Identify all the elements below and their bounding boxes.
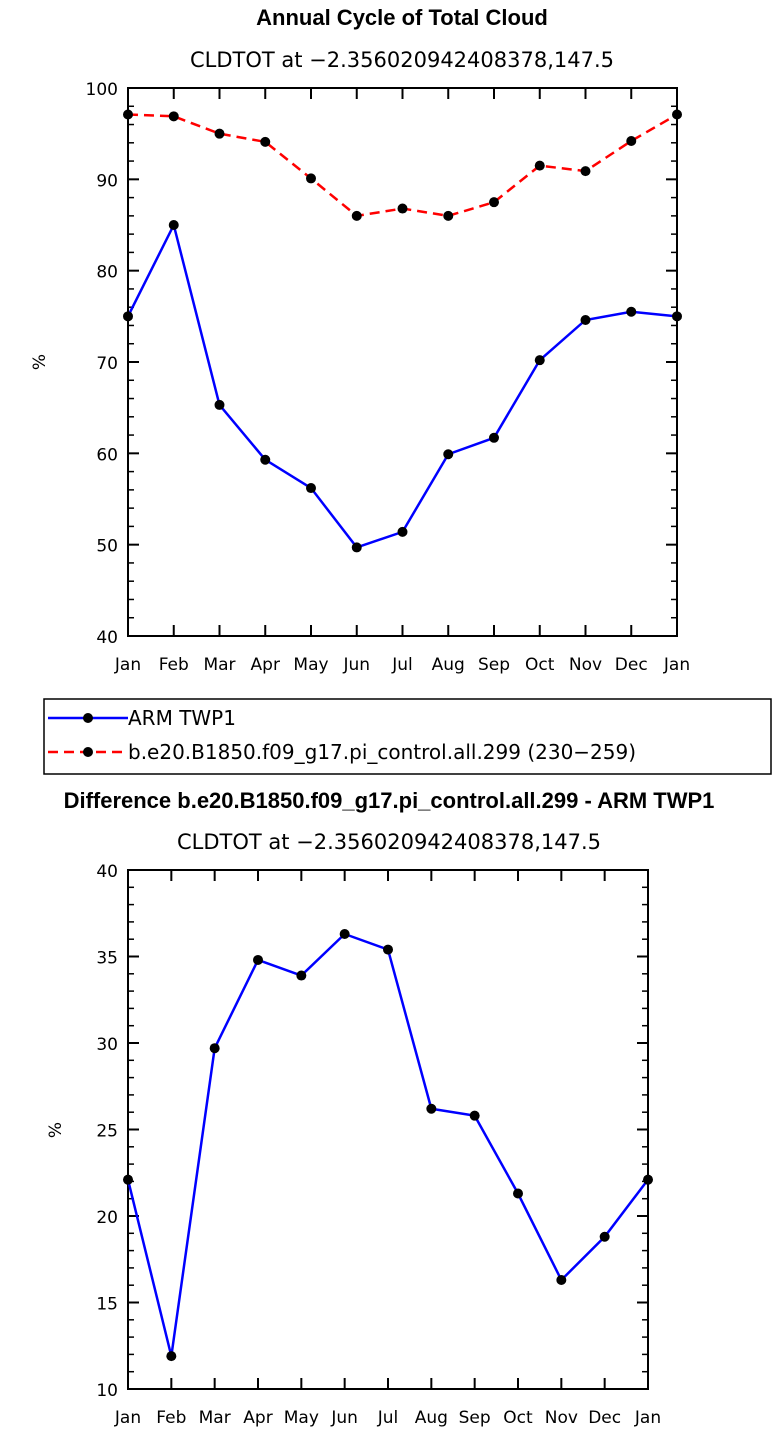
- chart1-series-line-0: [126, 221, 678, 549]
- chart1-series-0-point: [397, 526, 408, 537]
- chart1-ytick-label: 100: [86, 80, 118, 100]
- chart1-series-1-point: [123, 109, 133, 120]
- chart1-series-0-point: [123, 311, 133, 322]
- chart2-series-0-point: [339, 929, 350, 940]
- chart2-ylabel: %: [46, 1122, 66, 1138]
- chart1-xtick-label: Jul: [391, 655, 413, 675]
- chart1-series-0-point: [306, 483, 316, 494]
- chart1-xtick-label: May: [293, 655, 328, 675]
- chart1-title: Annual Cycle of Total Cloud: [256, 5, 548, 30]
- chart1-series-0-point: [534, 355, 545, 366]
- chart1-series-0-point: [214, 399, 225, 410]
- chart2-xtick-label: Apr: [243, 1408, 272, 1428]
- chart1-series-1-point: [534, 160, 545, 171]
- chart2-ytick-label: 20: [96, 1208, 118, 1228]
- chart2-series-0-point: [383, 944, 393, 955]
- chart1-ytick-label: 50: [96, 537, 118, 557]
- legend-entry-arm-twp1: ARM TWP1: [48, 706, 236, 730]
- chart1-series-0-point: [443, 449, 454, 460]
- chart1-xtick-label: Oct: [525, 655, 555, 675]
- chart1-series-line-1: [127, 113, 678, 218]
- chart1-series-0-point: [580, 314, 591, 325]
- chart1-series-1-point: [672, 109, 682, 120]
- legend-box: [43, 698, 772, 775]
- chart2-series-0-point: [166, 1351, 177, 1362]
- chart1-series-0-point: [260, 454, 271, 465]
- chart1-subtitle: CLDTOT at −2.356020942408378,147.5: [190, 48, 614, 72]
- chart1-series-1-point: [626, 135, 637, 146]
- chart1-xtick-label: Mar: [203, 655, 235, 675]
- chart1-series-0-point: [672, 311, 682, 322]
- chart2-series-line-0: [126, 932, 649, 1357]
- chart1-series-1-point: [306, 173, 316, 184]
- chart1-xtick-label: Jan: [114, 655, 141, 675]
- chart2-subtitle: CLDTOT at −2.356020942408378,147.5: [177, 830, 601, 854]
- chart1-series-0-point: [626, 306, 637, 317]
- chart2-series-0-point: [556, 1275, 567, 1286]
- chart1-xtick-label: Aug: [432, 655, 465, 675]
- chart2-xtick-label: Jan: [114, 1408, 141, 1428]
- chart2-plot-area: 10 15 20 25 30 35 40 Jan Feb Mar Apr May Jun Jul Aug Se…: [96, 862, 661, 1428]
- chart2-ytick-label: 10: [96, 1381, 118, 1401]
- chart2-xtick-label: Sep: [459, 1408, 491, 1428]
- legend-entry-model: b.e20.B1850.f09_g17.pi_control.all.299 (…: [48, 740, 636, 764]
- chart2-series-0-point: [643, 1174, 653, 1185]
- chart1-plot-frame: [127, 87, 678, 637]
- chart2-title: Difference b.e20.B1850.f09_g17.pi_contro…: [64, 788, 715, 813]
- chart2-ytick-label: 35: [96, 949, 118, 969]
- chart1-ytick-label: 80: [96, 263, 118, 283]
- chart2-ytick-label: 15: [96, 1295, 118, 1315]
- legend-label-arm-twp1: ARM TWP1: [128, 706, 236, 730]
- chart1-series-1-point: [397, 203, 408, 214]
- chart1-ytick-label: 60: [96, 445, 118, 465]
- chart1-plot-area: 40 50 60 70 80 90 100 Jan Feb Mar Apr May Jun Jul Aug S…: [86, 80, 691, 675]
- chart1-series-1-point: [443, 210, 454, 221]
- chart1-xtick-label: Dec: [615, 655, 648, 675]
- chart1-ylabel: %: [30, 354, 50, 370]
- chart1-series-0-point: [168, 220, 179, 230]
- chart2-xtick-label: Oct: [503, 1408, 533, 1428]
- chart1-series-1-point: [489, 197, 499, 208]
- chart1-xtick-label: Apr: [251, 655, 280, 675]
- chart2-xtick-label: Jun: [330, 1408, 358, 1428]
- chart1-series-1-point: [214, 128, 225, 139]
- chart1-ytick-label: 90: [96, 171, 118, 191]
- chart1-xtick-label: Jun: [342, 655, 370, 675]
- chart2-series-0-point: [209, 1043, 220, 1054]
- chart2-xtick-label: May: [284, 1408, 319, 1428]
- chart2-series-0-point: [253, 954, 263, 965]
- chart2-xtick-label: Jan: [634, 1408, 661, 1428]
- chart2-series-0-point: [513, 1188, 523, 1199]
- legend-marker-arm-twp1: [83, 713, 93, 723]
- chart2-xtick-label: Nov: [545, 1408, 578, 1428]
- chart2-ytick-label: 25: [96, 1122, 118, 1142]
- legend-marker-model: [83, 747, 93, 757]
- chart2-series-0-point: [599, 1231, 610, 1242]
- chart1-ytick-label: 40: [96, 628, 118, 648]
- chart2-series-0-point: [469, 1110, 480, 1121]
- chart1-series-0-point: [351, 542, 362, 553]
- chart1-series-1-point: [351, 210, 362, 221]
- legend-label-model: b.e20.B1850.f09_g17.pi_control.all.299 (…: [128, 740, 636, 764]
- chart1-ytick-label: 70: [96, 354, 118, 374]
- chart2-ytick-label: 40: [96, 862, 118, 882]
- chart1-xtick-label: Nov: [569, 655, 602, 675]
- chart1-xtick-label: Sep: [478, 655, 510, 675]
- chart2-xtick-label: Dec: [588, 1408, 621, 1428]
- chart1-xtick-label: Jan: [663, 655, 690, 675]
- chart1-series-1-point: [260, 136, 271, 147]
- chart1-series-1-point: [580, 166, 591, 177]
- chart2-series-0-point: [296, 970, 307, 981]
- chart2-series-0-point: [123, 1174, 133, 1185]
- chart2-xtick-label: Jul: [377, 1408, 399, 1428]
- chart1-xtick-label: Feb: [159, 655, 189, 675]
- chart2-xtick-label: Mar: [199, 1408, 231, 1428]
- chart2-series-0-point: [426, 1103, 437, 1114]
- chart2-ytick-label: 30: [96, 1035, 118, 1055]
- chart1-series-0-point: [489, 432, 499, 443]
- chart1-series-1-point: [168, 111, 179, 122]
- chart2-xtick-label: Feb: [156, 1408, 186, 1428]
- chart2-xtick-label: Aug: [415, 1408, 448, 1428]
